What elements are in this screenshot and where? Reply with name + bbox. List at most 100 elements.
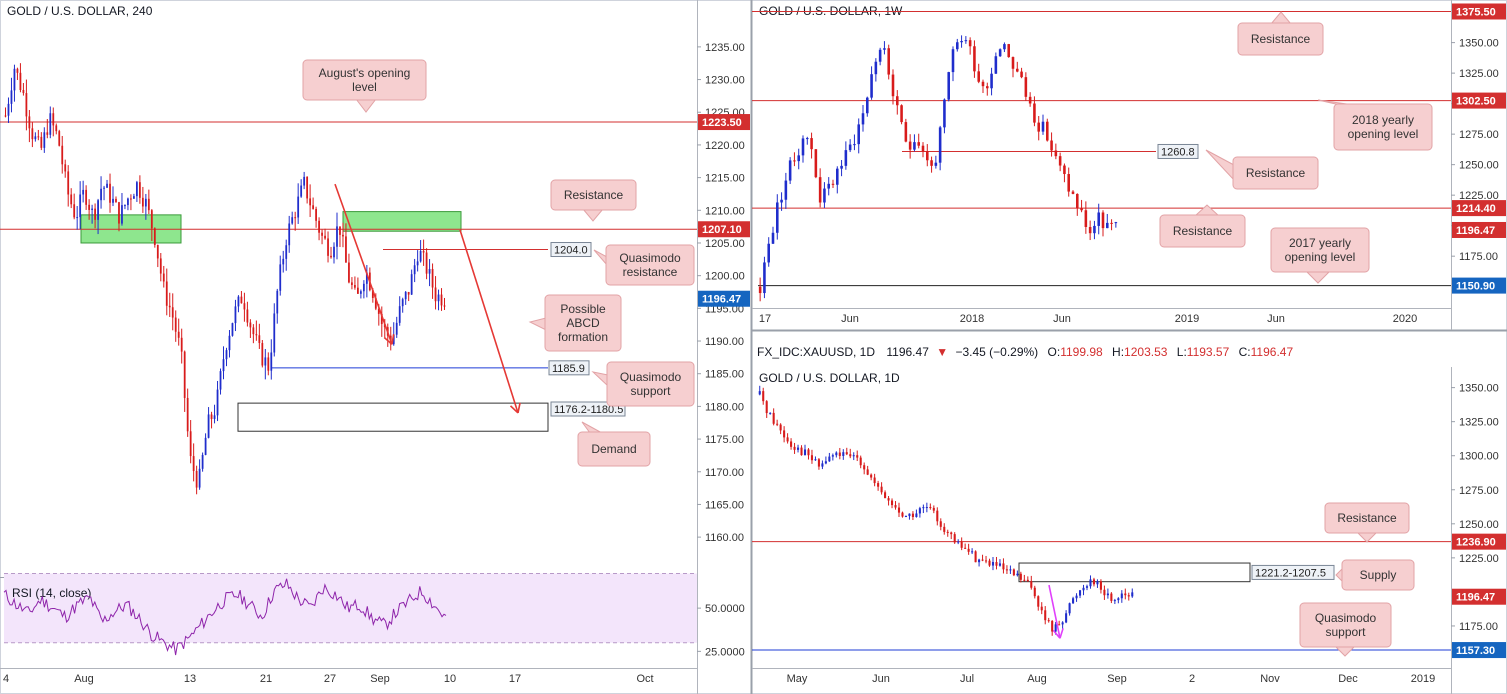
h4-candle-body [64, 164, 67, 172]
daily-downmove-arrow-head-icon [1052, 628, 1064, 639]
h4-candle-body [395, 322, 398, 335]
h4-annotation-text: level [352, 80, 377, 94]
h4-candle-body [10, 90, 13, 104]
h4-candle-body [231, 323, 234, 336]
weekly-candle-body [960, 40, 963, 43]
daily-candle-body [807, 449, 810, 456]
h4-candle-body [282, 258, 285, 265]
h4-x-tick-label: 27 [324, 673, 336, 685]
h4-candle-body [94, 208, 96, 220]
daily-annotation-text: Supply [1360, 568, 1397, 582]
daily-candle-body [1096, 581, 1099, 585]
h4-candle-body [171, 307, 174, 318]
daily-candle-body [897, 507, 901, 513]
weekly-candle-body [930, 160, 933, 166]
h4-candle-body [437, 294, 440, 302]
daily-candle-body [803, 449, 807, 456]
weekly-annotation-box [1159, 214, 1246, 248]
h4-candle-body [303, 176, 306, 186]
weekly-candle-body [926, 151, 929, 161]
daily-candle-body [939, 521, 942, 527]
weekly-candle-body [1063, 165, 1066, 175]
weekly-candle-body [767, 243, 770, 263]
h4-candle-body [216, 389, 219, 416]
h4-y-tick-label: 1200.00 [705, 271, 745, 283]
daily-candle-body [852, 455, 855, 457]
h4-candle-body [357, 287, 359, 294]
h4-candle-body [416, 261, 419, 266]
h4-candle-body [354, 285, 356, 288]
daily-annotation: Supply [1335, 559, 1415, 591]
daily-price-tag: 1157.30 [1456, 645, 1495, 657]
weekly-candle-body [938, 127, 942, 163]
daily-candle-body [769, 412, 772, 414]
daily-candle-body [1033, 587, 1036, 597]
h4-candle-body [377, 308, 380, 314]
daily-candle-body [967, 548, 970, 552]
h4-candle-body [413, 265, 416, 275]
daily-candle-body [1085, 586, 1089, 588]
h4-demand-label: 1176.2-1180.5 [554, 404, 623, 416]
quote-low-value: 1193.57 [1187, 345, 1230, 359]
h4-candle-body [141, 197, 144, 207]
daily-candle-body [974, 551, 977, 563]
h4-chart-pane[interactable]: GOLD / U.S. DOLLAR, 240 1235.00 1230.00 122… [0, 0, 750, 694]
weekly-chart-pane[interactable]: GOLD / U.S. DOLLAR, 1W1350.001325.001300… [752, 0, 1506, 330]
daily-x-tick-label: Jun [872, 673, 890, 685]
h4-candle-body [136, 182, 138, 197]
weekly-candle-body [1028, 96, 1032, 104]
weekly-candle-body [1011, 57, 1015, 69]
weekly-y-tick-label: 1275.00 [1459, 129, 1499, 141]
weekly-price-tag-bg [1452, 277, 1506, 294]
h4-candle-body [106, 183, 108, 188]
h4-candle-body [434, 287, 437, 302]
weekly-level-label-1260: 1260.8 [1161, 146, 1195, 158]
weekly-candle-body [1003, 44, 1006, 50]
daily-chart-pane[interactable]: GOLD / U.S. DOLLAR, 1D 1350.00 1325.00 1300… [752, 367, 1506, 694]
quote-close-label: C: [1239, 345, 1251, 359]
weekly-candle-body [776, 202, 779, 233]
weekly-candle-body [866, 97, 869, 114]
h4-candle-body [276, 290, 279, 314]
weekly-candle-body [831, 183, 835, 185]
weekly-candle-body [793, 160, 796, 162]
quote-price: 1196.47 [886, 345, 929, 359]
daily-candle-body [1054, 624, 1057, 632]
weekly-annotation-text: 2017 yearly [1289, 236, 1351, 250]
daily-candle-body [1106, 593, 1109, 596]
daily-candle-body [1051, 620, 1054, 632]
daily-x-tick-label: Jul [960, 673, 974, 685]
weekly-candle-body [1041, 121, 1045, 132]
weekly-candle-body [1033, 103, 1036, 123]
weekly-candle-body [797, 155, 800, 162]
daily-candle-body [1019, 573, 1022, 580]
h4-candle-body [380, 313, 383, 325]
h4-annotation-text: Possible [560, 302, 606, 316]
h4-annotation: Resistance [550, 179, 637, 222]
h4-annotation-text: Quasimodo [620, 370, 682, 384]
weekly-candle-body [908, 141, 912, 150]
h4-candle-body [327, 238, 329, 256]
h4-y-tick-label: 1205.00 [705, 238, 745, 250]
daily-candle-body [1072, 598, 1075, 604]
h4-candle-body [234, 306, 237, 324]
weekly-candle-body [981, 81, 985, 87]
daily-candle-body [873, 477, 876, 484]
weekly-candle-body [861, 113, 865, 125]
h4-candles [4, 63, 446, 495]
weekly-candle-body [921, 145, 925, 152]
weekly-candle-body [857, 124, 860, 145]
weekly-price-tag-bg [1452, 200, 1506, 217]
quote-close-value: 1196.47 [1251, 345, 1294, 359]
h4-candle-body [168, 305, 171, 308]
weekly-annotation: Resistance [1159, 204, 1246, 248]
daily-candle-body [984, 560, 988, 562]
h4-candle-body [228, 335, 231, 351]
weekly-x-tick-label: Jun [1053, 313, 1071, 325]
weekly-candle-body [870, 74, 873, 98]
h4-candle-body [264, 357, 267, 366]
weekly-price-tag: 1150.90 [1456, 281, 1495, 293]
